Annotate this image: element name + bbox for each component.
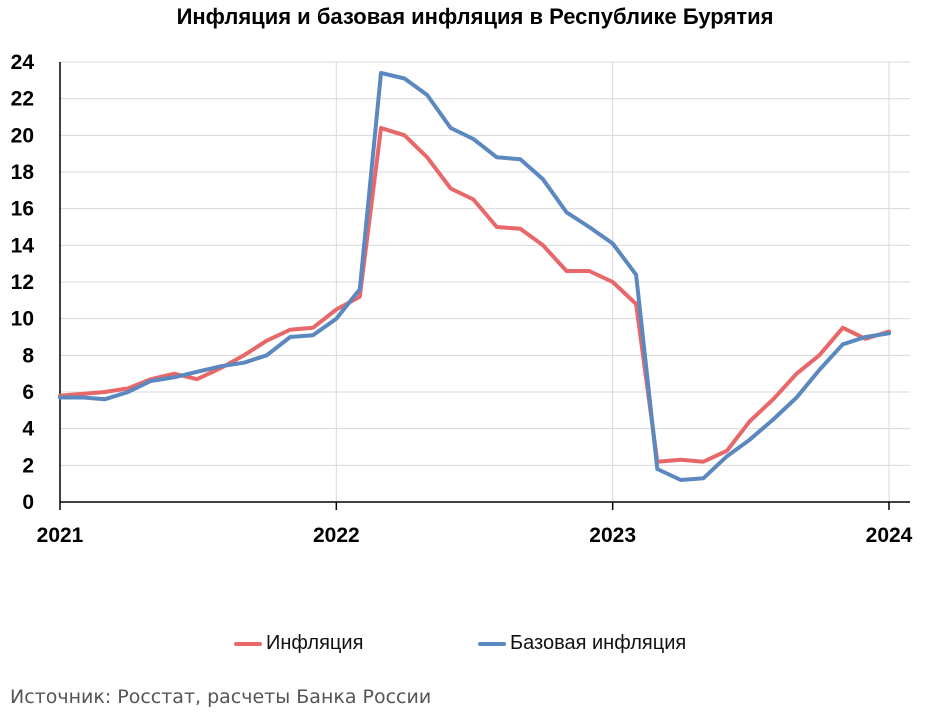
- axis-layer: [59, 62, 910, 510]
- legend: Инфляция Базовая инфляция: [0, 632, 950, 662]
- x-tick-label: 2023: [589, 524, 636, 547]
- x-tick-label: 2022: [313, 524, 360, 547]
- y-tick-label: 2: [22, 454, 34, 477]
- chart-title: Инфляция и базовая инфляция в Республике…: [176, 4, 774, 29]
- y-tick-label: 6: [22, 381, 34, 404]
- x-tick-label: 2024: [866, 524, 913, 547]
- legend-swatch-inflation: [234, 641, 262, 646]
- y-tick-label: 10: [11, 308, 34, 331]
- x-tick-label: 2021: [37, 524, 84, 547]
- y-tick-label: 24: [11, 51, 35, 74]
- series-layer: [58, 71, 891, 482]
- series-line-core-inflation: [58, 71, 891, 482]
- y-tick-label: 22: [11, 88, 34, 111]
- series-line-inflation: [58, 126, 891, 464]
- legend-swatch-core-inflation: [478, 641, 506, 646]
- y-tick-label: 12: [11, 271, 34, 294]
- grid-layer: [59, 61, 910, 502]
- y-tick-label: 18: [11, 161, 35, 184]
- y-tick-label: 14: [11, 234, 35, 257]
- legend-label-core-inflation: Базовая инфляция: [510, 632, 687, 654]
- legend-label-inflation: Инфляция: [266, 632, 364, 654]
- y-tick-label: 16: [11, 198, 34, 221]
- y-tick-label: 20: [11, 124, 34, 147]
- y-tick-label: 0: [22, 491, 34, 514]
- y-tick-label: 4: [22, 418, 34, 441]
- source-note: Источник: Росстат, расчеты Банка России: [10, 686, 432, 708]
- legend-item-core-inflation: Базовая инфляция: [478, 632, 686, 655]
- legend-item-inflation: Инфляция: [234, 632, 363, 655]
- y-tick-label: 8: [22, 344, 34, 367]
